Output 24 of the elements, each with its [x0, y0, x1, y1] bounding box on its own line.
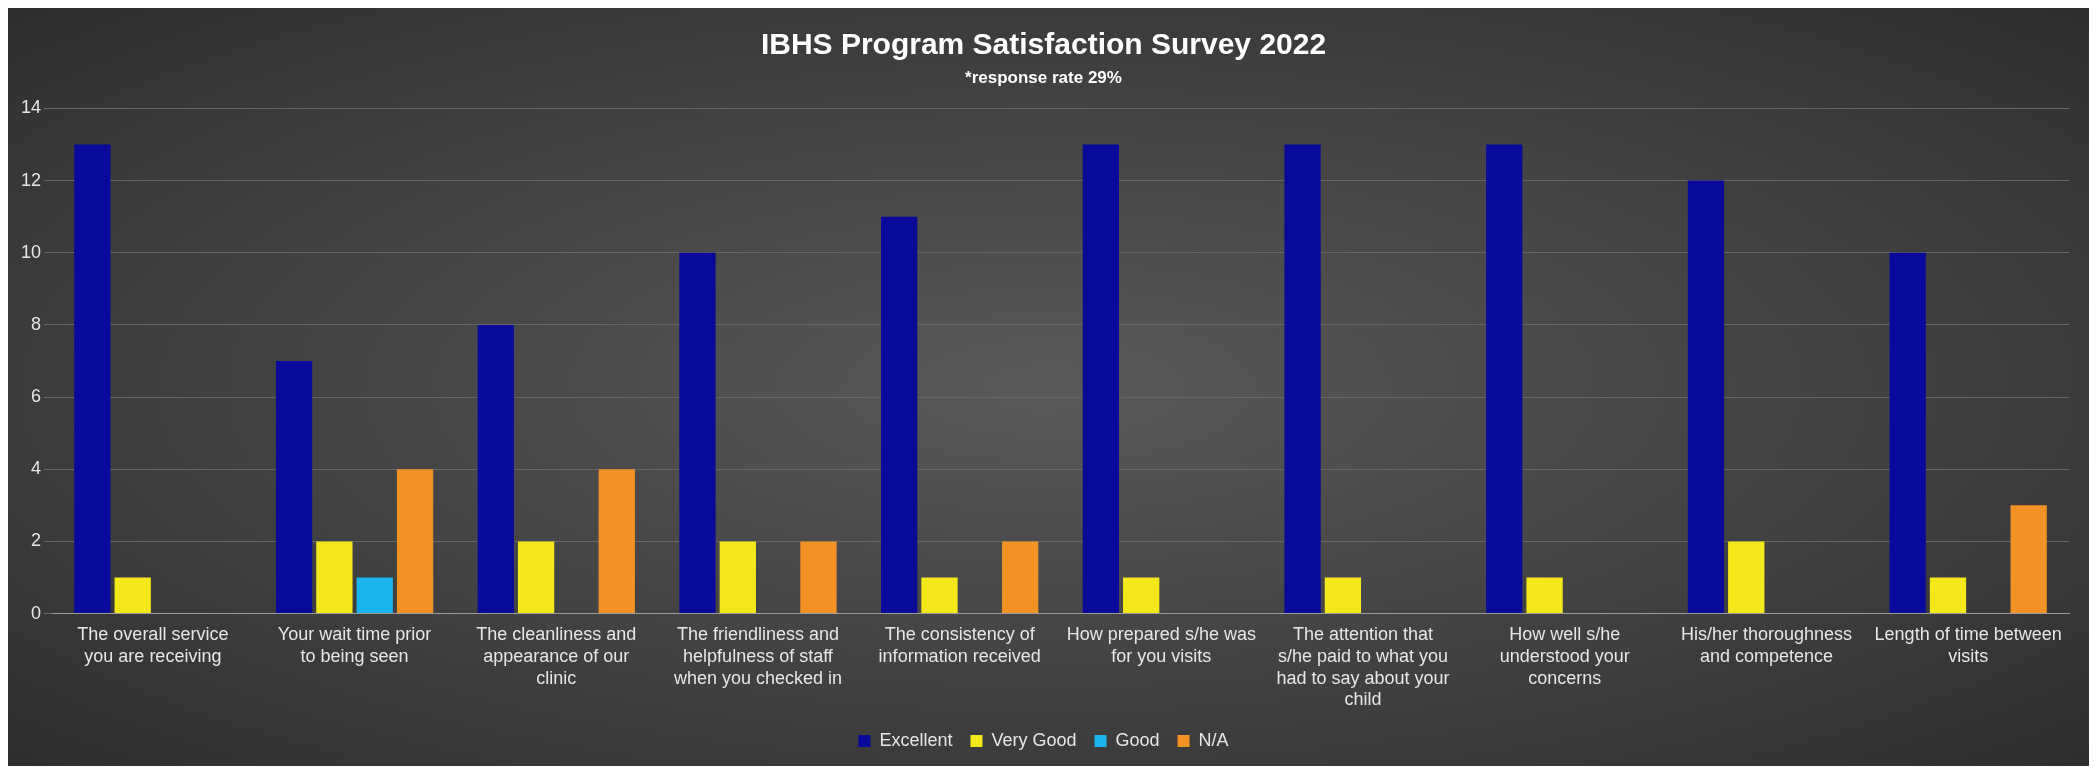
- x-tick-label: How well s/he understood your concerns: [1499, 624, 1630, 688]
- y-tick-label: 10: [20, 241, 42, 262]
- chart-title: IBHS Program Satisfaction Survey 2022: [760, 27, 1327, 61]
- y-tick-label: 12: [20, 169, 42, 190]
- x-tick-label: Length of time between visits: [1874, 624, 2062, 666]
- x-tick-label: The overall service you are receiving: [77, 624, 229, 666]
- x-tick-label: The consistency of information received: [878, 624, 1041, 666]
- x-tick-label: How prepared s/he was for you visits: [1066, 624, 1256, 666]
- x-tick-label: His/her thoroughness and competence: [1680, 624, 1853, 666]
- x-tick-label: The attention that s/he paid to what you had to say about your child: [1276, 624, 1450, 710]
- y-tick-label: 2: [31, 530, 42, 551]
- x-tick-label: The friendliness and helpfulness of staff when you checked in: [672, 624, 843, 688]
- legend-label: Excellent: [879, 729, 953, 750]
- y-tick-label: 8: [31, 313, 42, 334]
- y-tick-label: 0: [31, 602, 42, 623]
- chart-subtitle: *response rate 29%: [965, 67, 1122, 87]
- x-tick-label: Your wait time prior to being seen: [277, 624, 432, 666]
- legend-label: Very Good: [991, 729, 1077, 750]
- legend-label: N/A: [1198, 729, 1229, 750]
- y-tick-label: 6: [31, 386, 42, 407]
- y-tick-label: 4: [31, 458, 42, 479]
- y-tick-label: 14: [20, 97, 42, 118]
- x-tick-label: The cleanliness and appearance of our clinic: [476, 624, 637, 688]
- legend-label: Good: [1115, 729, 1160, 750]
